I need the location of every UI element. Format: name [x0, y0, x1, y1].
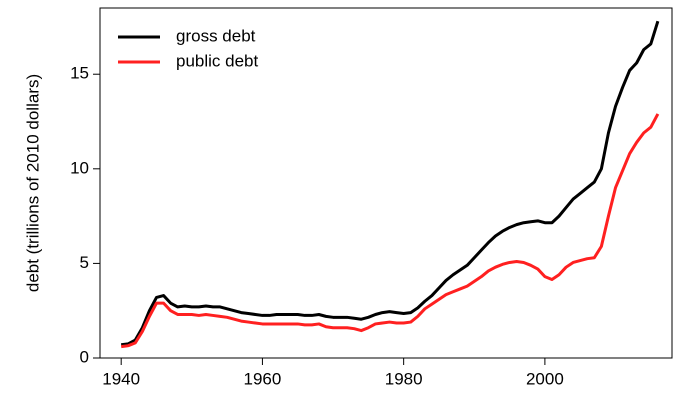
x-tick-label: 1940 [102, 369, 140, 388]
y-tick-label: 10 [70, 158, 89, 177]
legend-label: gross debt [176, 26, 256, 45]
x-tick-label: 1960 [244, 369, 282, 388]
y-tick-label: 15 [70, 64, 89, 83]
y-axis-label: debt (trillions of 2010 dollars) [23, 74, 42, 292]
legend-label: public debt [176, 51, 259, 70]
y-tick-label: 0 [80, 347, 89, 366]
x-tick-label: 1980 [385, 369, 423, 388]
data-line [120, 20, 660, 347]
plot-frame [99, 7, 673, 359]
x-tick-label: 2000 [526, 369, 564, 388]
data-line [120, 113, 660, 349]
y-tick-label: 5 [80, 253, 89, 272]
